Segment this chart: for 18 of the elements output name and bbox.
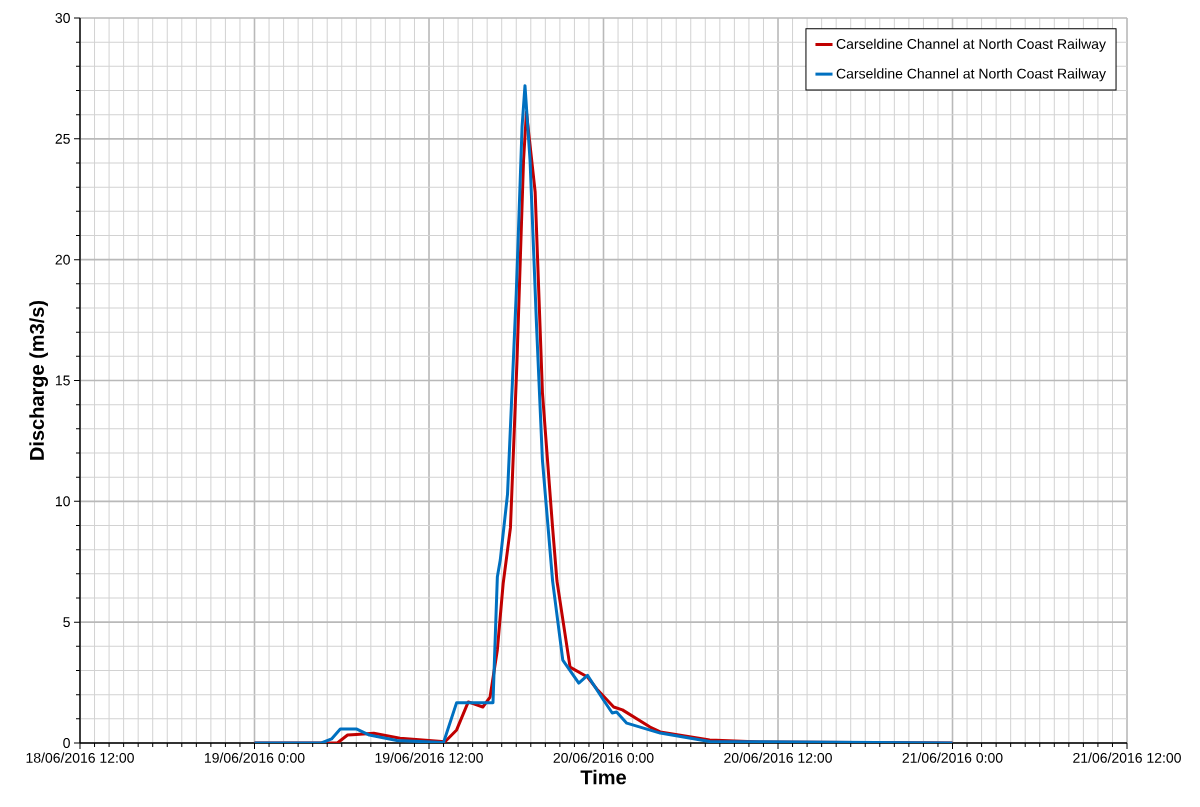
y-tick-label: 0: [63, 738, 70, 748]
x-tick-label: 18/06/2016 12:00: [26, 752, 134, 763]
y-tick-label: 5: [63, 617, 70, 628]
y-axis-title: Discharge (m3/s): [29, 300, 49, 460]
y-tick-label: 30: [55, 13, 70, 23]
y-tick-label: 15: [55, 375, 70, 386]
y-tick-label: 20: [55, 254, 70, 265]
legend-label: Carseldine Channel at North Coast Railway: [836, 38, 1106, 52]
x-tick-label: 21/06/2016 0:00: [902, 752, 1003, 763]
y-tick-label: 25: [55, 133, 70, 144]
x-tick-label: 21/06/2016 12:00: [1073, 752, 1181, 763]
x-tick-label: 19/06/2016 0:00: [204, 752, 305, 763]
legend-label: Carseldine Channel at North Coast Railway: [836, 68, 1106, 82]
x-tick-label: 20/06/2016 12:00: [724, 752, 832, 763]
y-tick-label: 10: [55, 496, 70, 507]
x-tick-label: 20/06/2016 0:00: [553, 752, 654, 763]
x-axis-title: Time: [580, 769, 626, 785]
x-tick-label: 19/06/2016 12:00: [375, 752, 483, 763]
